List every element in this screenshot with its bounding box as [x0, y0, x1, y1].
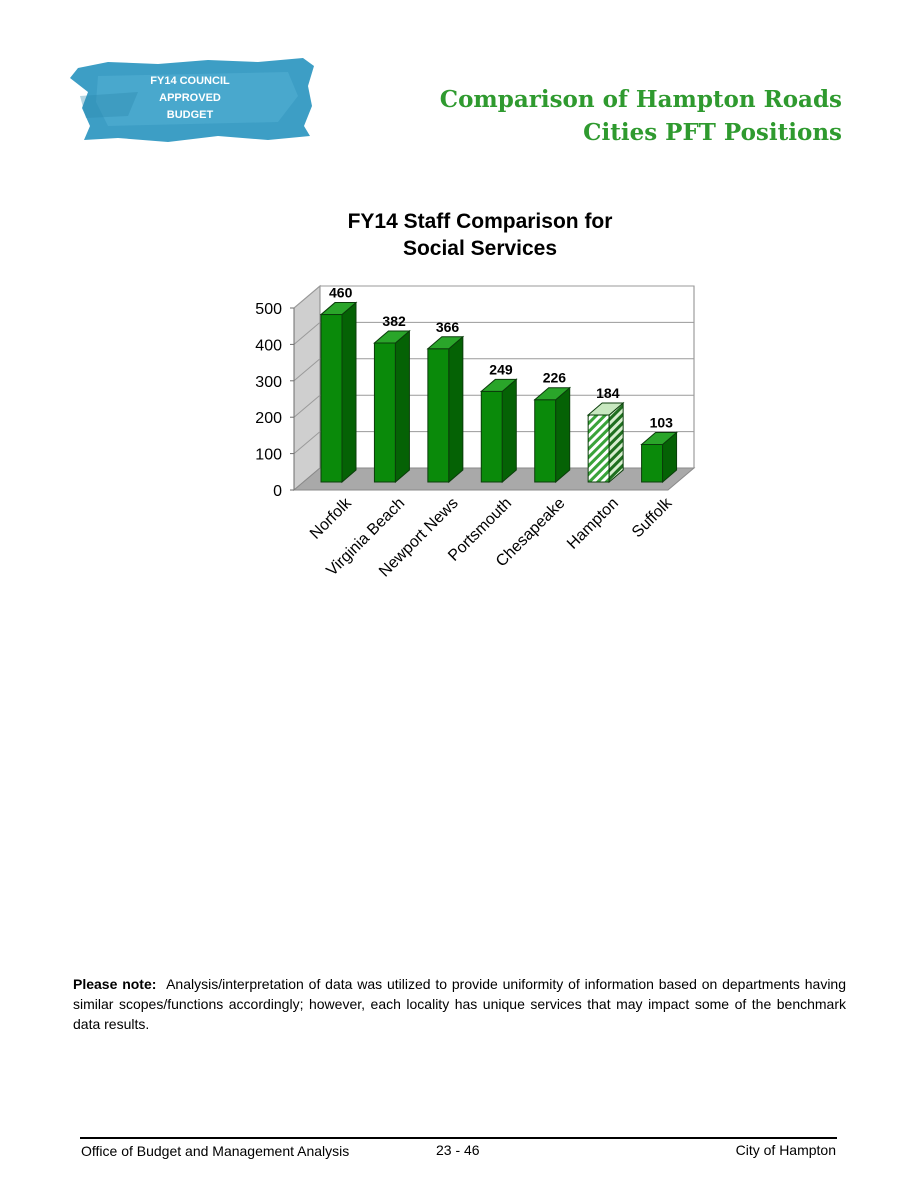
y-tick-label: 300	[255, 374, 282, 391]
bar-norfolk	[319, 301, 358, 484]
x-tick-label: Hampton	[564, 495, 622, 553]
bar-side	[555, 386, 571, 484]
y-tick-label: 100	[255, 447, 282, 464]
note-text: Analysis/interpretation of data was util…	[73, 976, 847, 1032]
bar-side	[341, 301, 357, 484]
chart-title-line-2: Social Services	[402, 237, 558, 260]
badge-line: BUDGET	[166, 109, 214, 121]
note-paragraph: Please note: Analysis/interpretation of …	[73, 974, 846, 1034]
gridline	[293, 285, 321, 309]
bar-portsmouth	[479, 378, 518, 484]
bar-front	[480, 390, 503, 483]
bar-side	[501, 378, 517, 484]
data-label: 382	[382, 313, 406, 329]
y-axis: 0 100 200 300 400 500	[255, 301, 295, 500]
bar-top	[426, 336, 465, 350]
data-label: 103	[650, 415, 674, 431]
bar-top	[586, 402, 625, 416]
side-wall	[293, 284, 321, 492]
bar-newport-news	[426, 335, 465, 484]
gridline	[293, 322, 321, 345]
bar-front	[427, 348, 450, 483]
bar-hampton	[586, 401, 625, 484]
data-label: 226	[543, 370, 567, 386]
bar-front	[534, 399, 557, 483]
bar-front	[587, 414, 610, 483]
footer-divider	[80, 1137, 837, 1139]
bar-virginia-beach	[373, 329, 411, 484]
y-tick-label: 0	[273, 483, 282, 500]
footer-page-number: 23 - 46	[436, 1142, 480, 1158]
page-title-line-1: Comparison of Hampton Roads	[439, 86, 842, 113]
x-tick-label: Norfolk	[307, 494, 356, 543]
data-label: 366	[436, 319, 460, 335]
data-label: 184	[596, 385, 620, 401]
page-title-line-2: Cities PFT Positions	[583, 119, 842, 146]
y-tick-label: 500	[255, 301, 282, 318]
bar-top	[640, 432, 678, 446]
bar-side	[394, 329, 410, 484]
badge-text: FY14 COUNCIL APPROVED BUDGET	[135, 73, 245, 124]
page-title: Comparison of Hampton Roads Cities PFT P…	[440, 83, 842, 149]
footer-department: Office of Budget and Management Analysis	[81, 1143, 350, 1159]
bar-top	[533, 387, 572, 401]
chart-title-line-1: FY14 Staff Comparison for	[347, 210, 613, 233]
data-label: 460	[329, 285, 353, 301]
bar-suffolk	[640, 431, 678, 484]
y-tick-label: 200	[255, 410, 282, 427]
y-tick-label: 400	[255, 337, 282, 354]
gridline	[293, 358, 321, 382]
bars: 460 382 366 249 226 184 103	[319, 285, 678, 484]
bar-top	[373, 330, 411, 344]
bar-side	[608, 401, 624, 484]
bar-chesapeake	[533, 386, 572, 484]
x-tick-label: Suffolk	[629, 494, 676, 541]
gridline	[293, 431, 321, 454]
bar-side	[448, 335, 464, 484]
note-label: Please note:	[73, 976, 157, 992]
bar-front	[373, 342, 396, 483]
badge-line: FY14 COUNCIL	[150, 75, 230, 87]
bar-front	[320, 314, 343, 483]
fy14-budget-badge	[70, 58, 314, 142]
footer-city: City of Hampton	[735, 1142, 836, 1158]
data-label: 249	[489, 361, 513, 377]
badge-line: APPROVED	[159, 92, 221, 104]
chart-title: FY14 Staff Comparison for Social Service…	[300, 208, 660, 262]
gridline	[293, 394, 321, 418]
bar-top	[319, 302, 358, 316]
bar-top	[479, 378, 518, 392]
bar-front	[641, 444, 664, 483]
